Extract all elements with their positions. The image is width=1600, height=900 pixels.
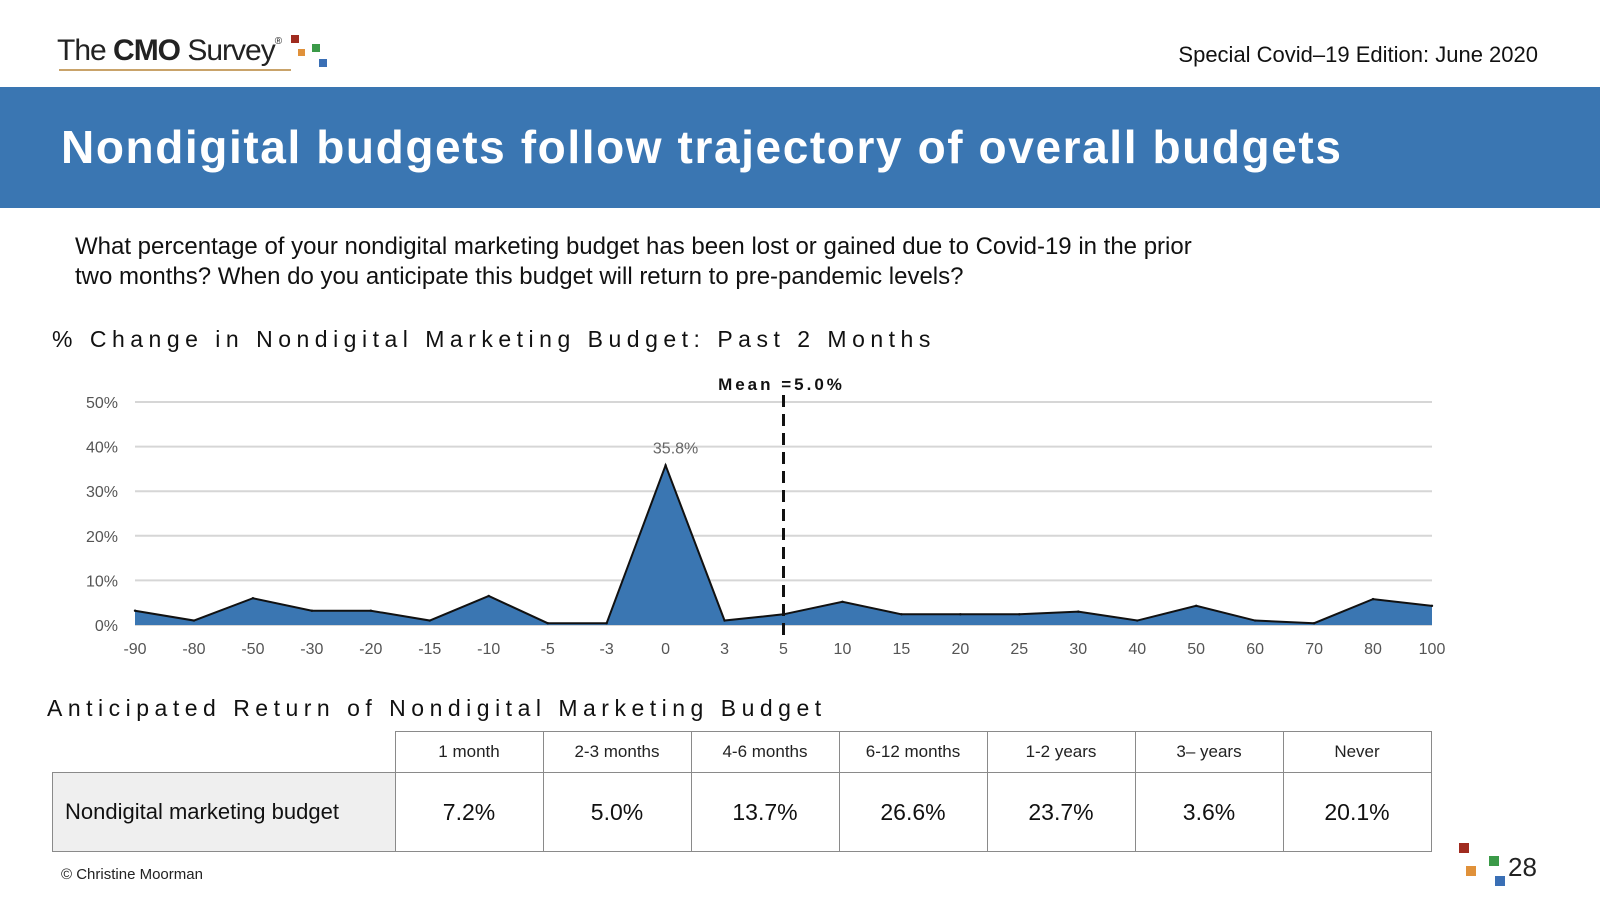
x-tick-label: 60 bbox=[1246, 641, 1264, 658]
x-tick-label: -80 bbox=[182, 641, 205, 658]
data-point bbox=[310, 609, 314, 612]
data-point bbox=[841, 600, 844, 604]
data-point bbox=[1253, 619, 1257, 622]
x-tick-label: 40 bbox=[1128, 641, 1146, 658]
x-tick-label: -30 bbox=[300, 641, 323, 658]
table-cell: 23.7% bbox=[986, 772, 1136, 852]
data-point bbox=[487, 594, 490, 598]
data-point bbox=[369, 609, 373, 612]
logo-square-red bbox=[291, 35, 299, 43]
cmo-survey-logo: The CMO Survey® bbox=[57, 34, 327, 74]
chart-title: % Change in Nondigital Marketing Budget:… bbox=[52, 326, 936, 352]
table-cell: 7.2% bbox=[394, 772, 544, 852]
x-tick-label: 80 bbox=[1364, 641, 1382, 658]
table-corner bbox=[53, 732, 396, 773]
table-cell: 5.0% bbox=[542, 772, 692, 852]
logo-square-orange bbox=[298, 49, 305, 56]
logo-square-blue bbox=[319, 59, 327, 67]
x-tick-label: 100 bbox=[1419, 641, 1446, 658]
x-tick-label: -90 bbox=[123, 641, 146, 658]
table-cell: 20.1% bbox=[1282, 772, 1432, 852]
data-point bbox=[1430, 604, 1434, 608]
x-tick-label: -3 bbox=[600, 641, 614, 658]
table-row-label: Nondigital marketing budget bbox=[52, 772, 396, 852]
x-tick-label: 5 bbox=[779, 641, 788, 658]
logo-bold: CMO bbox=[113, 34, 181, 67]
table-header-cell: 1-2 years bbox=[986, 731, 1136, 773]
data-label: 35.8% bbox=[653, 440, 698, 457]
logo-pre: The bbox=[57, 34, 114, 67]
data-point bbox=[1371, 597, 1375, 601]
table-row: Nondigital marketing budget 7.2% 5.0% 13… bbox=[52, 772, 1432, 852]
x-tick-label: 30 bbox=[1069, 641, 1087, 658]
x-tick-label: 0 bbox=[661, 641, 670, 658]
footer-square-orange bbox=[1466, 866, 1476, 876]
data-point bbox=[1136, 619, 1139, 622]
table-header-cell: 6-12 months bbox=[838, 731, 988, 773]
logo-square-green bbox=[312, 44, 320, 52]
y-tick-label: 0% bbox=[95, 618, 118, 635]
footer-square-blue bbox=[1495, 876, 1505, 886]
x-tick-label: -50 bbox=[241, 641, 264, 658]
x-tick-label: 10 bbox=[834, 641, 852, 658]
data-point bbox=[1018, 613, 1021, 616]
table-title: Anticipated Return of Nondigital Marketi… bbox=[47, 695, 827, 721]
slide-title: Nondigital budgets follow trajectory of … bbox=[61, 121, 1343, 173]
table-header-cell: 1 month bbox=[394, 731, 544, 773]
logo-registered: ® bbox=[274, 36, 282, 47]
data-point bbox=[1077, 610, 1080, 613]
x-tick-label: -20 bbox=[359, 641, 382, 658]
x-tick-label: -10 bbox=[477, 641, 500, 658]
table-header-cell: 4-6 months bbox=[690, 731, 840, 773]
data-point bbox=[605, 622, 608, 625]
table-header-cell: 3– years bbox=[1134, 731, 1284, 773]
data-point bbox=[133, 609, 137, 612]
data-point bbox=[723, 619, 726, 622]
x-tick-label: 50 bbox=[1187, 641, 1205, 658]
copyright: © Christine Moorman bbox=[61, 866, 203, 883]
y-tick-label: 20% bbox=[86, 529, 118, 546]
table-cell-highlight: 26.6% bbox=[838, 772, 988, 852]
logo-underline bbox=[59, 69, 291, 71]
data-point bbox=[664, 464, 667, 467]
y-tick-label: 50% bbox=[86, 395, 118, 412]
return-table: 1 month 2-3 months 4-6 months 6-12 month… bbox=[52, 731, 1432, 852]
x-tick-label: 25 bbox=[1010, 641, 1028, 658]
survey-question: What percentage of your nondigital marke… bbox=[75, 233, 1192, 290]
table-cell: 13.7% bbox=[690, 772, 840, 852]
page-number: 28 bbox=[1508, 852, 1537, 882]
data-point bbox=[900, 613, 903, 616]
footer-square-red bbox=[1459, 843, 1469, 853]
x-tick-label: 20 bbox=[951, 641, 969, 658]
x-tick-label: -15 bbox=[418, 641, 441, 658]
mean-label: Mean =5.0% bbox=[718, 375, 845, 394]
y-tick-label: 40% bbox=[86, 440, 118, 457]
table-header-row: 1 month 2-3 months 4-6 months 6-12 month… bbox=[53, 731, 1432, 773]
y-tick-label: 30% bbox=[86, 484, 118, 501]
budget-change-chart: 0%10%20%30%40%50%-90 -80 -50 -30 -20 -15 -10 -5… bbox=[86, 375, 1446, 658]
footer-square-green bbox=[1489, 856, 1499, 866]
edition-label: Special Covid–19 Edition: June 2020 bbox=[1178, 42, 1538, 67]
table-cell: 3.6% bbox=[1134, 772, 1284, 852]
logo-text: The CMO Survey® bbox=[57, 34, 282, 68]
y-tick-label: 10% bbox=[86, 573, 118, 590]
title-banner bbox=[0, 87, 1600, 208]
data-point bbox=[1194, 604, 1198, 608]
data-point bbox=[428, 619, 431, 622]
table-header-cell: 2-3 months bbox=[542, 731, 692, 773]
logo-post: Survey bbox=[180, 34, 275, 67]
area-fill bbox=[135, 465, 1432, 625]
data-point bbox=[546, 622, 549, 625]
area-outline bbox=[134, 462, 1433, 625]
x-tick-label: 3 bbox=[720, 641, 729, 658]
x-tick-label: 15 bbox=[893, 641, 911, 658]
table-header-cell: Never bbox=[1282, 731, 1432, 773]
data-point bbox=[192, 619, 196, 622]
data-point bbox=[959, 613, 962, 616]
x-tick-label: 70 bbox=[1305, 641, 1323, 658]
x-tick-label: -5 bbox=[541, 641, 555, 658]
data-point bbox=[251, 597, 255, 600]
data-point bbox=[1312, 622, 1316, 625]
